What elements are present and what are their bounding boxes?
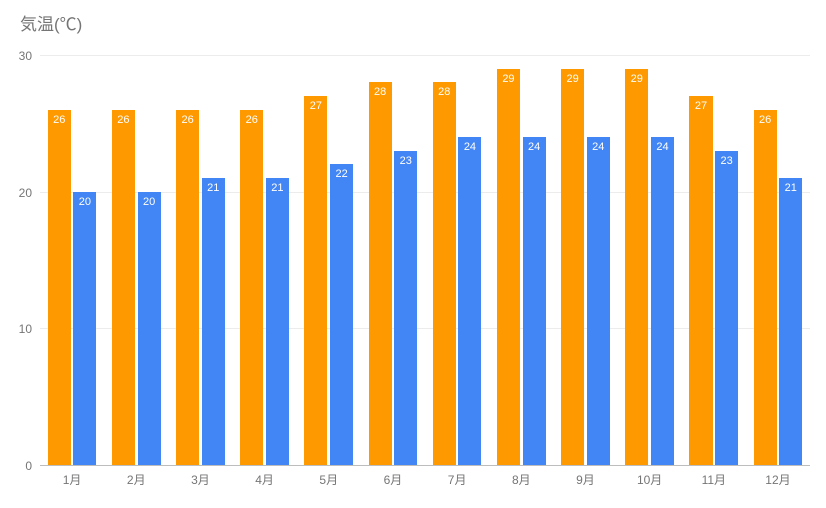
x-axis-tick-label: 6月 — [384, 471, 403, 488]
bar-group: 29249月 — [553, 55, 617, 465]
bar: 27 — [304, 96, 327, 465]
bar: 24 — [651, 137, 674, 465]
temperature-bar-chart: 気温(℃) 0 10 20 30 26 20 1月 26 20 2月 26 21 3月 26 21 4月 27 2… — [0, 0, 826, 508]
bar: 29 — [497, 69, 520, 465]
grid-line: 0 — [40, 465, 810, 466]
x-axis-tick-label: 3月 — [191, 471, 210, 488]
bar: 29 — [561, 69, 584, 465]
x-axis-tick-label: 5月 — [319, 471, 338, 488]
y-axis-tick-label: 10 — [19, 322, 32, 336]
bar-group: 29248月 — [489, 55, 553, 465]
bar-group: 292410月 — [618, 55, 682, 465]
bar-group: 27225月 — [297, 55, 361, 465]
bar: 24 — [587, 137, 610, 465]
bar: 22 — [330, 164, 353, 465]
bar: 29 — [625, 69, 648, 465]
bar-value-label: 26 — [117, 114, 129, 126]
bar-value-label: 26 — [246, 114, 258, 126]
bar: 26 — [240, 110, 263, 465]
bar-group: 272311月 — [682, 55, 746, 465]
bar: 23 — [715, 151, 738, 465]
x-axis-tick-label: 8月 — [512, 471, 531, 488]
bar: 21 — [266, 178, 289, 465]
plot-area: 010203026201月26202月26213月26214月27225月282… — [40, 55, 810, 465]
bar-value-label: 28 — [438, 86, 450, 98]
bar-value-label: 26 — [759, 114, 771, 126]
bar-value-label: 20 — [79, 196, 91, 208]
bar-value-label: 29 — [566, 73, 578, 85]
x-axis-tick-label: 11月 — [702, 471, 726, 488]
bar: 21 — [202, 178, 225, 465]
bar-group: 26214月 — [233, 55, 297, 465]
bar: 26 — [754, 110, 777, 465]
x-axis-tick-label: 2月 — [127, 471, 146, 488]
bar-value-label: 21 — [271, 182, 283, 194]
bar-value-label: 26 — [53, 114, 65, 126]
bar: 27 — [689, 96, 712, 465]
y-axis-tick-label: 0 — [25, 459, 32, 473]
bar-value-label: 20 — [143, 196, 155, 208]
bar-value-label: 29 — [631, 73, 643, 85]
bar-value-label: 23 — [721, 155, 733, 167]
x-axis-tick-label: 12月 — [765, 471, 790, 488]
bar: 26 — [176, 110, 199, 465]
bar: 20 — [73, 192, 96, 465]
bar: 24 — [458, 137, 481, 465]
bar-value-label: 24 — [592, 141, 604, 153]
bar-value-label: 29 — [502, 73, 514, 85]
bar-value-label: 24 — [464, 141, 476, 153]
bar-value-label: 28 — [374, 86, 386, 98]
bar: 26 — [48, 110, 71, 465]
bar-group: 26213月 — [168, 55, 232, 465]
bar: 28 — [433, 82, 456, 465]
bar-value-label: 27 — [695, 100, 707, 112]
x-axis-tick-label: 1月 — [63, 471, 82, 488]
bar-group: 28247月 — [425, 55, 489, 465]
bar-value-label: 21 — [207, 182, 219, 194]
x-axis-tick-label: 10月 — [637, 471, 662, 488]
bar-value-label: 24 — [528, 141, 540, 153]
bar-group: 28236月 — [361, 55, 425, 465]
bar-group: 262112月 — [746, 55, 810, 465]
bar: 21 — [779, 178, 802, 465]
bar-group: 26201月 — [40, 55, 104, 465]
y-axis-tick-label: 30 — [19, 49, 32, 63]
bar-value-label: 27 — [310, 100, 322, 112]
bars-row: 26201月26202月26213月26214月27225月28236月2824… — [40, 55, 810, 465]
x-axis-tick-label: 9月 — [576, 471, 595, 488]
bar: 24 — [523, 137, 546, 465]
chart-title: 気温(℃) — [20, 10, 82, 35]
bar-group: 26202月 — [104, 55, 168, 465]
bar: 28 — [369, 82, 392, 465]
bar-value-label: 24 — [656, 141, 668, 153]
bar: 26 — [112, 110, 135, 465]
bar-value-label: 26 — [181, 114, 193, 126]
bar: 20 — [138, 192, 161, 465]
y-axis-tick-label: 20 — [19, 186, 32, 200]
bar-value-label: 23 — [400, 155, 412, 167]
bar-value-label: 22 — [335, 168, 347, 180]
x-axis-tick-label: 7月 — [448, 471, 467, 488]
bar: 23 — [394, 151, 417, 465]
bar-value-label: 21 — [785, 182, 797, 194]
x-axis-tick-label: 4月 — [255, 471, 274, 488]
